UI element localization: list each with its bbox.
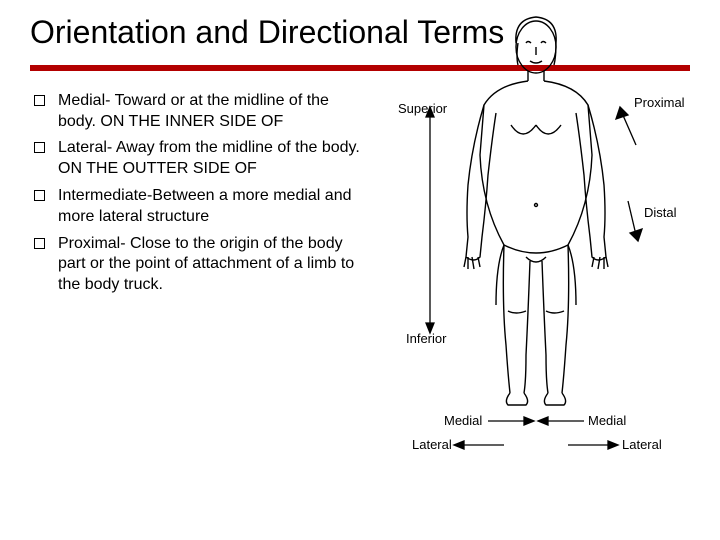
text-column: Medial- Toward or at the midline of the … [30,91,370,520]
label-medial-r: Medial [588,413,626,428]
label-medial-l: Medial [444,413,482,428]
label-proximal: Proximal [634,95,685,110]
list-item: Lateral- Away from the midline of the bo… [30,138,370,180]
anatomy-figure: Superior Inferior Proximal Distal Medial… [376,5,696,465]
content-row: Medial- Toward or at the midline of the … [30,91,690,520]
bullet-list: Medial- Toward or at the midline of the … [30,91,370,296]
list-item: Medial- Toward or at the midline of the … [30,91,370,133]
label-distal: Distal [644,205,677,220]
list-item: Proximal- Close to the origin of the bod… [30,234,370,296]
label-lateral-r: Lateral [622,437,662,452]
label-lateral-l: Lateral [412,437,452,452]
label-superior: Superior [398,101,447,116]
figure-column: Superior Inferior Proximal Distal Medial… [378,91,690,520]
label-inferior: Inferior [406,331,446,346]
list-item: Intermediate-Between a more medial and m… [30,186,370,228]
